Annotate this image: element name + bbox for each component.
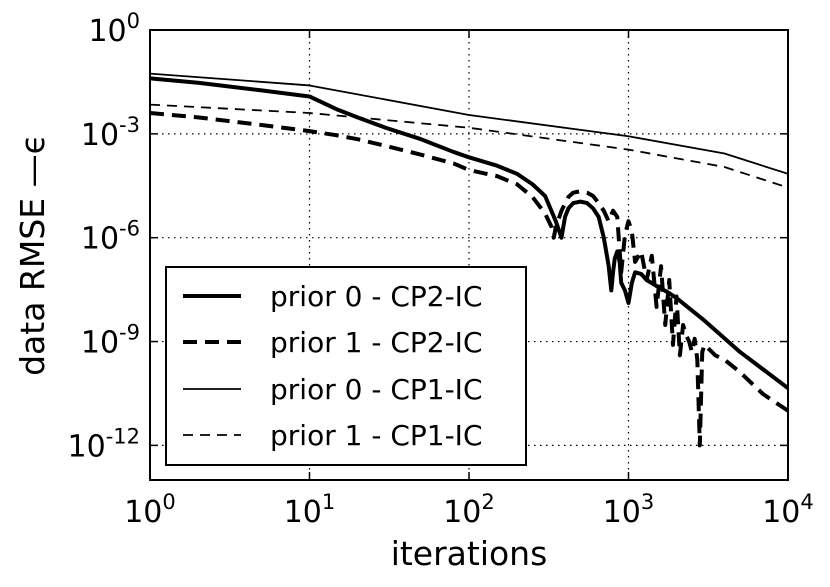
x-axis-label: iterations [391, 534, 548, 573]
y-tick-label: 10-3 [81, 113, 140, 153]
y-tick-label: 100 [88, 9, 140, 49]
legend-entries: prior 0 - CP2-IC prior 1 - CP2-IC prior 0 … [183, 280, 483, 452]
legend: prior 0 - CP2-IC prior 1 - CP2-IC prior 0 … [165, 266, 527, 466]
y-tick-label: 10-6 [81, 217, 140, 257]
y-tick-labels: 100 10-3 10-6 10-9 10-12 [68, 9, 141, 464]
series-line-2 [150, 111, 788, 448]
legend-label-3: prior 0 - CP1-IC [270, 373, 483, 406]
legend-box [165, 266, 527, 466]
legend-label-2: prior 1 - CP2-IC [270, 326, 483, 359]
x-tick-label: 101 [284, 490, 336, 530]
series-layer [150, 72, 788, 448]
x-tick-label: 104 [762, 490, 814, 530]
x-tick-labels: 100 101 102 103 104 [124, 490, 814, 530]
x-tick-label: 103 [603, 490, 655, 530]
y-axis-label: data RMSE —ϵ [13, 134, 52, 376]
y-tick-label: 10-12 [68, 424, 141, 464]
x-tick-label: 102 [443, 490, 495, 530]
series-line-1 [150, 76, 788, 390]
y-tick-label: 10-9 [81, 321, 140, 361]
tick-marks [149, 29, 789, 480]
legend-label-4: prior 1 - CP1-IC [270, 419, 483, 452]
series-line-4 [150, 103, 788, 189]
series-line-3 [150, 72, 788, 175]
x-tick-label: 100 [124, 490, 176, 530]
legend-label-1: prior 0 - CP2-IC [270, 280, 483, 313]
